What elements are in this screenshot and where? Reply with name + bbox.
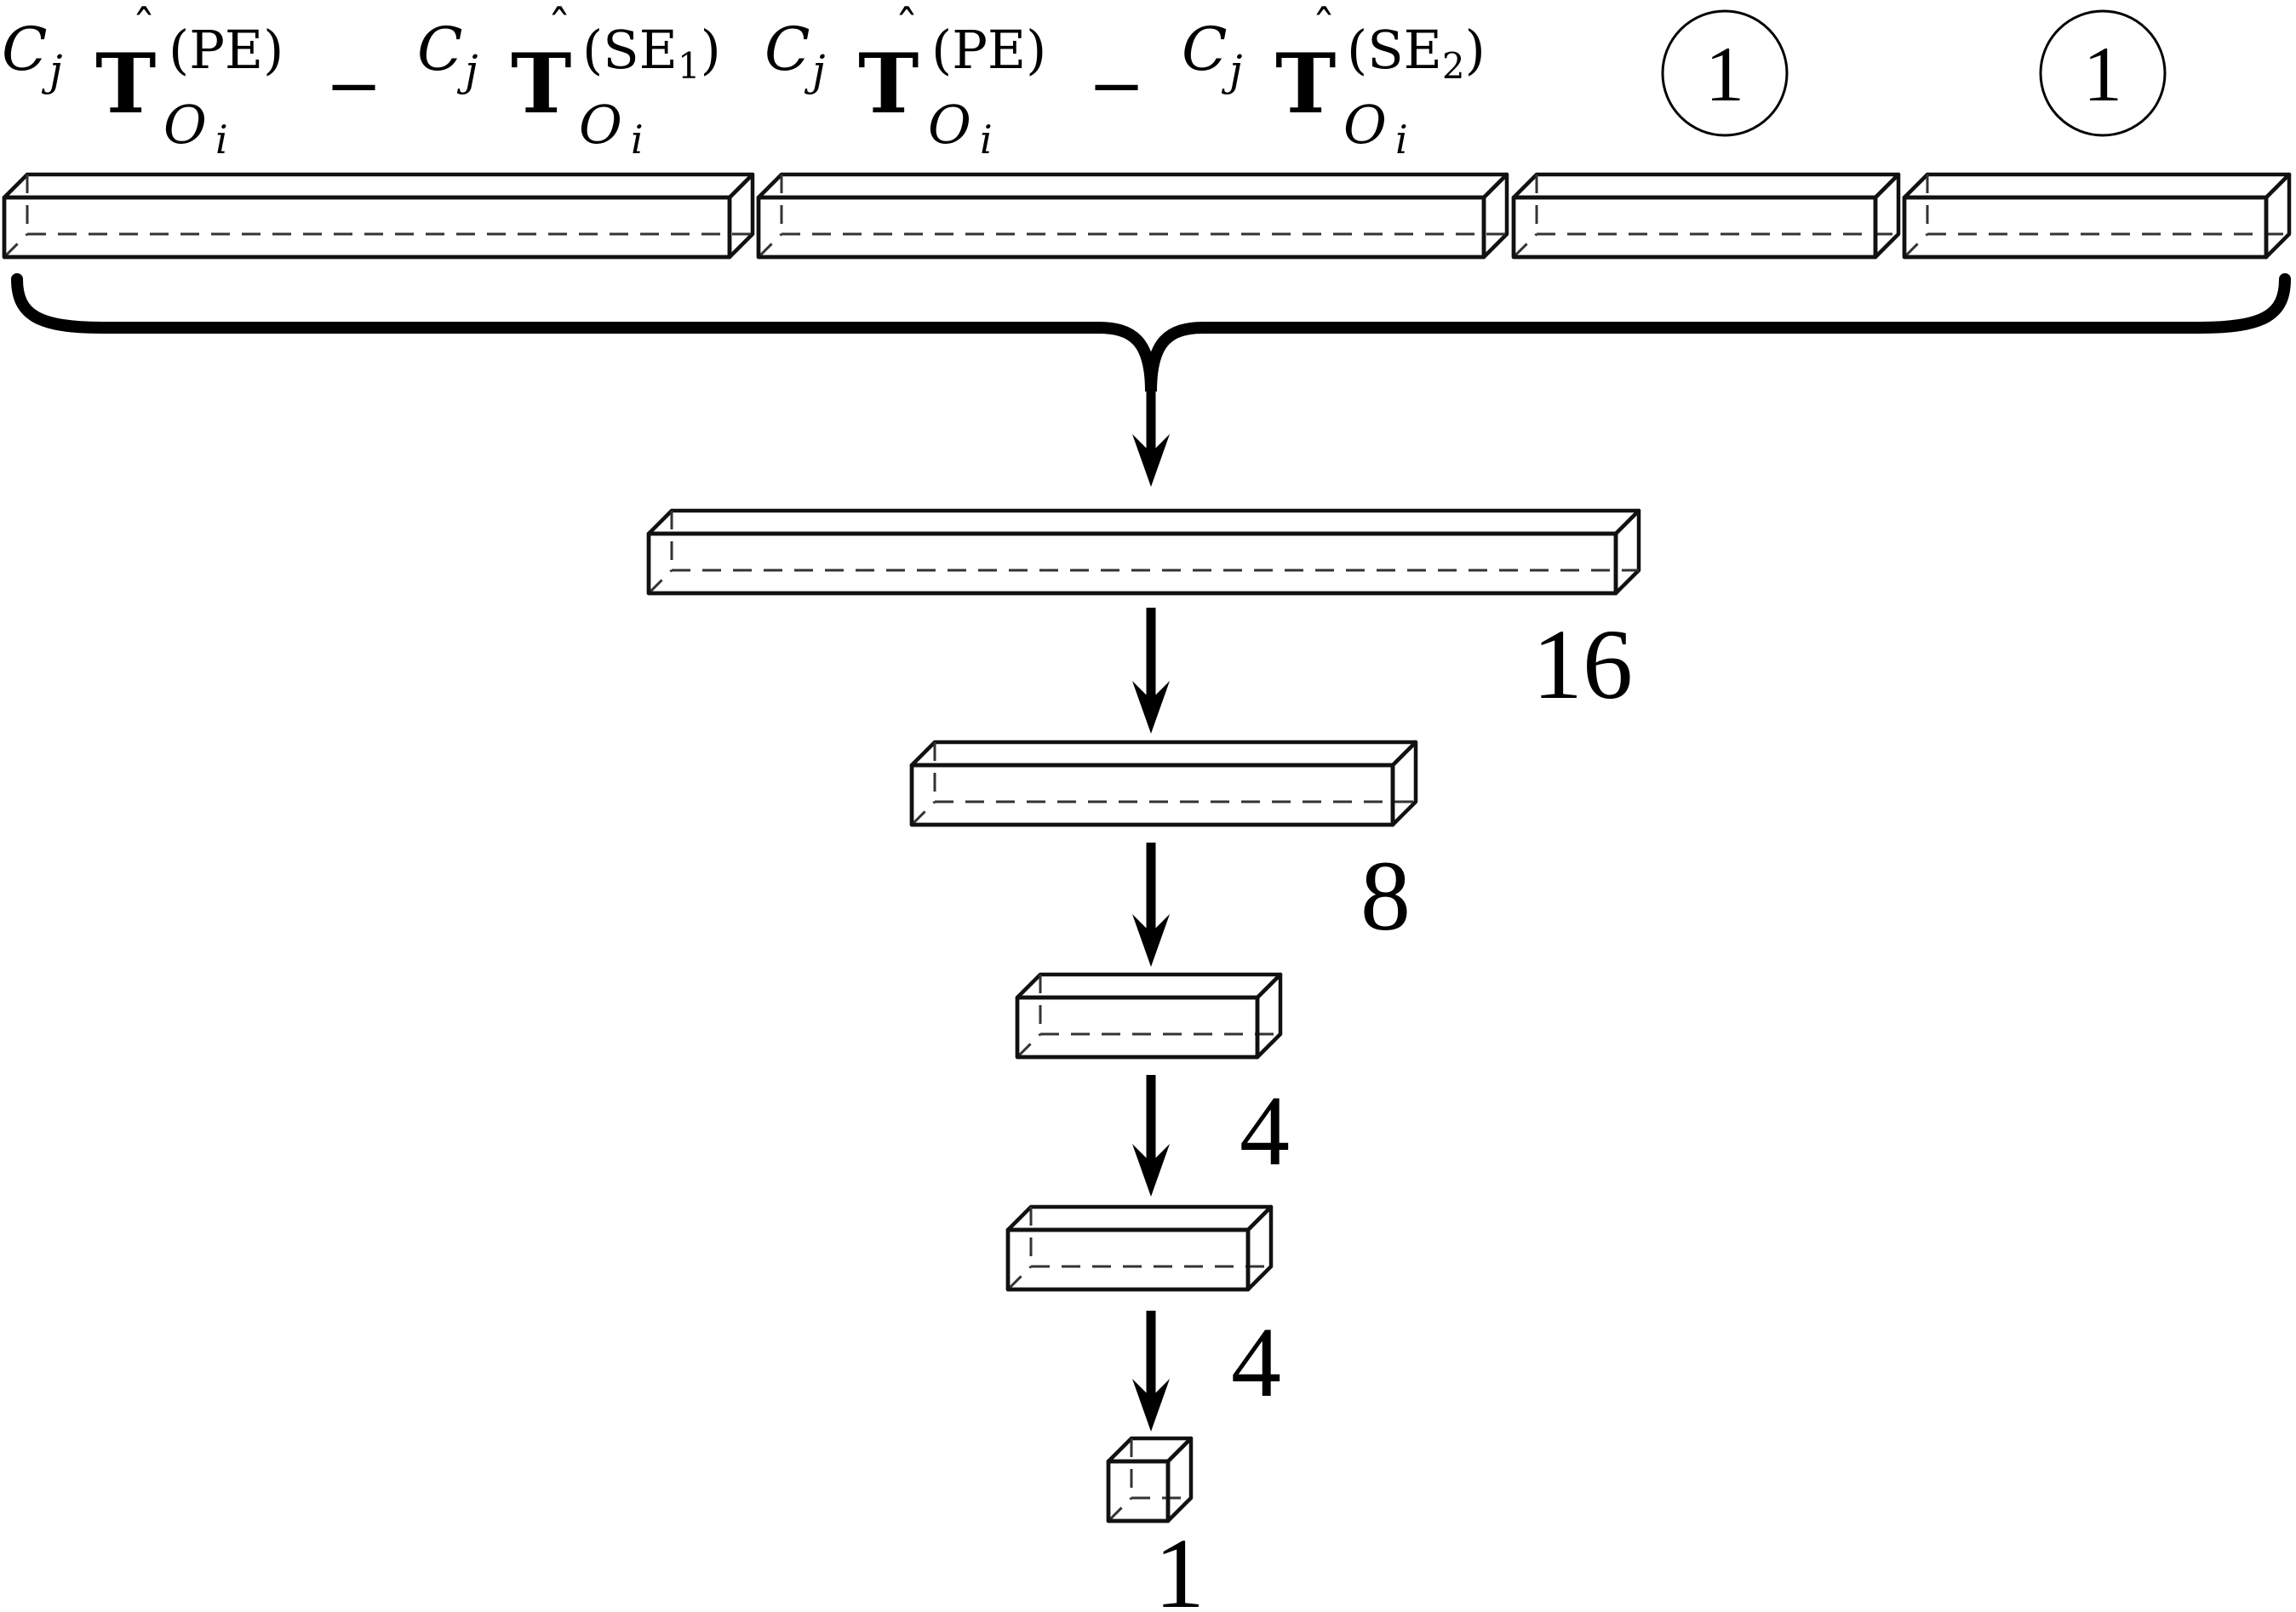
layer-blocks [646,508,1641,1523]
svg-text:1: 1 [1705,31,1744,117]
arrow-8-to-4a [1132,843,1170,967]
svg-text:T: T [95,36,156,132]
svg-text:(PE): (PE) [931,19,1046,81]
svg-text:(PE): (PE) [169,19,283,81]
svg-text:i: i [631,117,644,163]
input-blocks [2,172,2292,260]
input-label-1: C j ˆ T (PE) O i − C j ˆ T (SE1) O i [2,1,721,163]
svg-text:O: O [579,94,622,156]
input-label-3: 1 [1661,9,1789,137]
svg-text:ˆ: ˆ [1312,1,1336,56]
svg-text:O: O [928,94,971,156]
svg-text:ˆ: ˆ [547,1,571,56]
svg-text:i: i [215,117,228,163]
layer-block-8 [909,740,1418,827]
arrows [1132,383,1170,1432]
svg-text:(SE1): (SE1) [582,19,721,87]
layer-size-label-4b: 4 [1231,1306,1281,1418]
concat-brace [11,273,2291,392]
input-block-2 [756,172,1509,260]
svg-text:T: T [1275,36,1336,132]
svg-text:−: − [1088,46,1145,125]
layer-block-16 [646,508,1641,596]
arrow-4a-to-4b [1132,1075,1170,1197]
arrow-16-to-8 [1132,608,1170,734]
input-label-4: 1 [2039,9,2167,137]
svg-text:(SE2): (SE2) [1347,19,1486,87]
layer-block-4a [1015,972,1283,1060]
svg-text:1: 1 [2083,31,2122,117]
svg-text:i: i [980,117,993,163]
arrow-brace-to-16 [1132,383,1170,487]
input-label-2: C j ˆ T (PE) O i − C j ˆ T (SE2) O i [764,1,1486,163]
layer-size-label-8: 8 [1360,840,1411,952]
svg-text:C: C [417,14,463,84]
svg-text:T: T [858,36,919,132]
hat-symbol: ˆ [132,1,156,56]
layer-size-label-16: 16 [1532,609,1633,720]
layer-size-label-4a: 4 [1240,1075,1290,1186]
svg-text:C: C [2,14,48,84]
layer-block-4b [1005,1204,1274,1292]
svg-text:ˆ: ˆ [895,1,919,56]
arrow-4b-to-1 [1132,1311,1170,1432]
input-block-1 [2,172,755,260]
input-block-3 [1511,172,1901,260]
svg-text:−: − [325,46,382,125]
layer-size-label-1: 1 [1154,1518,1205,1612]
svg-text:C: C [1182,14,1228,84]
svg-text:C: C [764,14,810,84]
svg-text:O: O [163,94,207,156]
svg-text:O: O [1343,94,1387,156]
svg-text:T: T [511,36,571,132]
svg-text:i: i [1395,117,1408,163]
output-block-1 [1106,1436,1194,1523]
input-block-4 [1902,172,2292,260]
